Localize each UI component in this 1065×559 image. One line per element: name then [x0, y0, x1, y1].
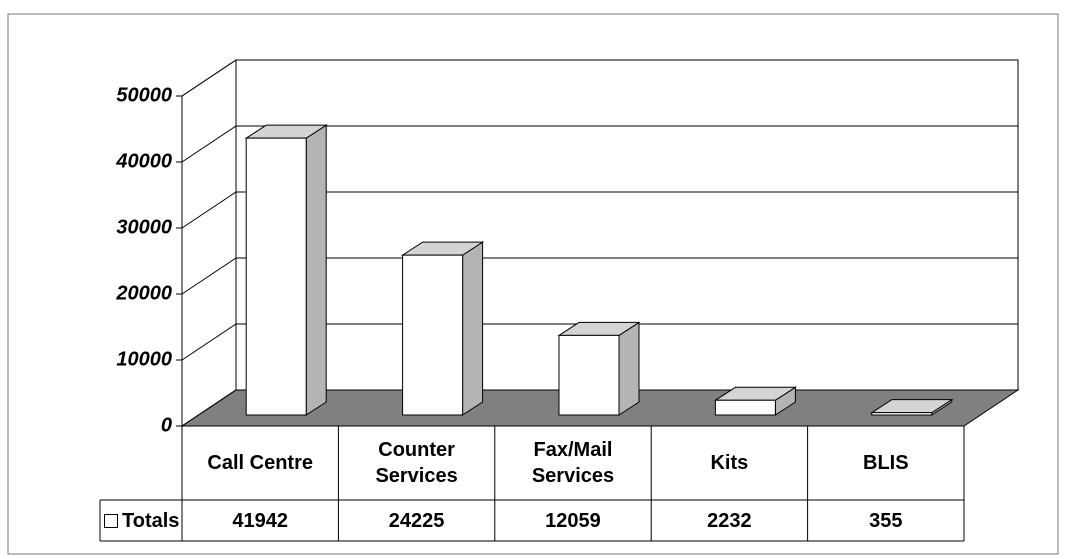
bar-side [462, 241, 484, 416]
y-tick-label: 20000 [115, 282, 172, 304]
bar-front [714, 399, 776, 416]
bar-front [871, 412, 933, 416]
bar [870, 398, 954, 416]
value-label: 355 [869, 509, 903, 532]
grid-line [181, 191, 1018, 229]
grid-line [181, 257, 1018, 295]
bar [557, 321, 641, 416]
bar-front [402, 254, 464, 416]
y-tick-label: 50000 [116, 84, 172, 106]
value-label: 12059 [545, 509, 601, 532]
category-label: BLIS [863, 452, 909, 474]
category-label: Kits [710, 452, 749, 474]
y-tick-label: 30000 [116, 216, 172, 238]
y-tick-label: 0 [161, 414, 172, 436]
y-tick-label: 40000 [115, 150, 172, 172]
category-label: Counter Services [375, 439, 458, 487]
legend-item: Totals [100, 500, 182, 541]
bar-front [558, 334, 620, 416]
legend-key [104, 513, 118, 528]
bar-front [245, 137, 307, 416]
frame [7, 13, 1059, 555]
category-label: Fax/Mail Services [531, 439, 615, 487]
y-tick-label: 10000 [116, 348, 172, 370]
bar [244, 124, 328, 416]
side-wall [181, 59, 237, 427]
grid-line [181, 323, 1018, 361]
legend-label: Totals [122, 509, 180, 532]
bar [400, 241, 485, 416]
value-label: 24225 [388, 509, 445, 532]
bar-side [305, 124, 327, 416]
bar-side [618, 321, 640, 416]
category-label: Call Centre [207, 452, 313, 474]
bar [713, 386, 798, 416]
grid-line [181, 59, 1018, 97]
grid-line [181, 125, 1018, 163]
value-label: 41942 [232, 509, 288, 532]
value-label: 2232 [707, 509, 752, 532]
